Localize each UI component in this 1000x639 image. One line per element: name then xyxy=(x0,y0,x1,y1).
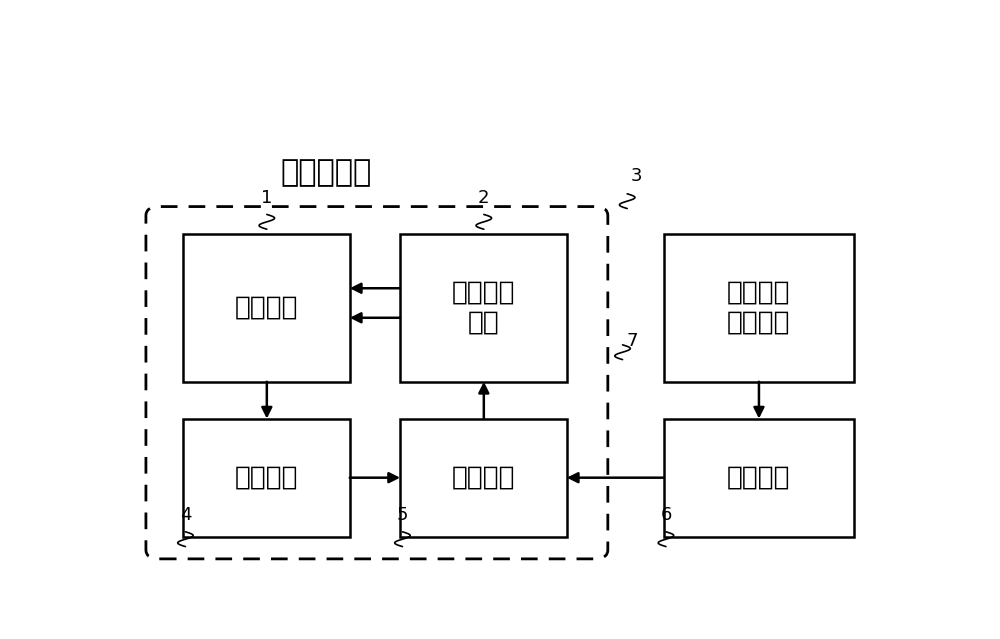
Text: 散热装置: 散热装置 xyxy=(235,295,298,321)
Text: 温控系统: 温控系统 xyxy=(452,465,515,491)
Text: 2: 2 xyxy=(478,189,490,207)
Bar xyxy=(400,419,567,537)
Text: 4: 4 xyxy=(180,507,191,525)
Bar xyxy=(664,234,854,381)
Text: 5: 5 xyxy=(397,507,408,525)
Text: 补偿环节: 补偿环节 xyxy=(727,465,790,491)
Text: 加热制冷
系统: 加热制冷 系统 xyxy=(452,280,515,336)
Text: 温控散热器: 温控散热器 xyxy=(280,158,371,187)
Text: 3: 3 xyxy=(631,167,642,185)
Bar xyxy=(183,419,350,537)
Text: 7: 7 xyxy=(627,332,638,350)
Text: 拟模拟的
环境温度: 拟模拟的 环境温度 xyxy=(727,280,790,336)
Text: 1: 1 xyxy=(261,189,273,207)
Bar xyxy=(400,234,567,381)
Text: 6: 6 xyxy=(660,507,672,525)
Text: 测量系统: 测量系统 xyxy=(235,465,298,491)
Bar xyxy=(183,234,350,381)
Bar xyxy=(664,419,854,537)
